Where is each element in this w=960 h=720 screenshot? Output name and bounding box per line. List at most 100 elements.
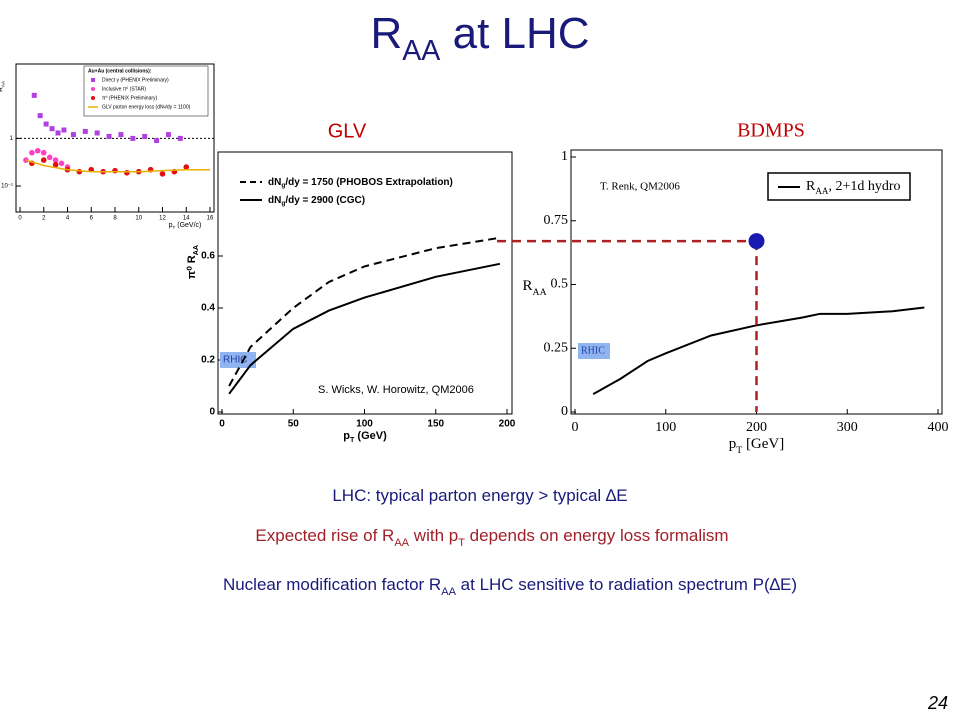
marker <box>37 113 43 119</box>
y-tick-label: 0.25 <box>544 340 569 355</box>
text-part: at LHC sensitive to radiation spectrum P… <box>456 575 797 594</box>
text-part: R <box>806 179 816 194</box>
y-axis-label: RAA <box>0 80 5 92</box>
band-label: RHIC <box>223 355 247 366</box>
curve <box>228 262 501 395</box>
x-tick-label: 150 <box>427 419 444 430</box>
marker <box>124 169 130 176</box>
y-tick-label: 0.6 <box>201 251 215 262</box>
text-part: (GeV) <box>354 430 387 442</box>
marker <box>154 138 160 144</box>
text-part: p <box>343 430 350 442</box>
x-tick-label: 10 <box>135 216 142 222</box>
slide-title: RAA at LHC <box>370 9 589 67</box>
rhic-band <box>578 343 610 359</box>
marker <box>40 149 47 156</box>
annotation: T. Renk, QM2006 <box>600 181 680 193</box>
x-tick-label: 400 <box>928 420 949 435</box>
legend-entry: π⁰ (PHENIX Preliminary) <box>102 95 158 101</box>
y-axis-label: RAA <box>523 278 547 297</box>
text-part: AA <box>192 245 200 255</box>
text-part: π⁰ R <box>186 255 198 279</box>
marker <box>177 135 183 141</box>
y-tick-label: 0 <box>561 404 568 419</box>
text-part: dN <box>268 177 281 188</box>
legend-entry: GLV parton energy loss (dNᵍ/dy = 1100) <box>102 104 191 110</box>
note: LHC: typical parton energy > typical ∆E <box>332 486 627 505</box>
text-part: p <box>169 222 173 229</box>
x-tick-label: 200 <box>746 420 767 435</box>
text-part: T <box>350 436 355 444</box>
marker <box>40 157 47 163</box>
legend-box <box>83 65 209 117</box>
x-tick-label: 0 <box>18 216 22 222</box>
chart: 0 50 100 150 200 0 0.2 0.4 0.6 pT (GeV) π⁰ RAA GLV S… <box>186 120 516 444</box>
marker <box>183 164 190 170</box>
y-tick-label: 0.4 <box>201 303 215 314</box>
text-part: dN <box>268 195 281 206</box>
x-tick-label: 0 <box>219 419 225 430</box>
marker <box>61 127 67 133</box>
text-part: depends on energy loss formalism <box>465 526 729 545</box>
text-part: T <box>458 537 465 549</box>
x-tick-label: 50 <box>288 419 300 430</box>
x-tick-label: 0 <box>572 420 579 435</box>
text-part: with p <box>409 526 458 545</box>
marker <box>35 147 41 154</box>
marker <box>76 168 83 175</box>
plot-frame <box>217 151 513 415</box>
legend-entry: Inclusive π⁰ (STAR) <box>102 86 146 92</box>
marker <box>31 92 37 98</box>
text-part: /dy = 2900 (CGC) <box>285 195 365 206</box>
text-part: Expected rise of R <box>255 526 394 545</box>
x-tick-label: 300 <box>837 420 858 435</box>
marker <box>159 171 166 177</box>
x-tick-label: 200 <box>499 419 516 430</box>
x-tick-label: 4 <box>66 216 70 222</box>
chart-heading: BDMPS <box>737 120 805 142</box>
x-tick-label: 14 <box>183 216 190 222</box>
marker <box>55 130 61 136</box>
text-part: AA <box>402 35 441 67</box>
y-tick-label: 10⁻¹ <box>1 184 13 190</box>
text-part: AA <box>533 287 547 298</box>
text-part: T <box>173 225 176 230</box>
y-tick-label: 1 <box>561 149 568 164</box>
chart-heading: GLV <box>328 120 367 142</box>
text-part: AA <box>0 80 5 87</box>
page-number: 24 <box>927 693 948 713</box>
highlight-point <box>748 233 765 250</box>
marker <box>29 149 35 156</box>
text-part: g <box>281 182 285 189</box>
marker <box>112 167 118 174</box>
text-part: AA <box>441 586 456 598</box>
y-tick-label: 0.5 <box>551 277 569 292</box>
text-part: R <box>0 87 4 92</box>
y-axis-label: π⁰ RAA <box>186 245 200 279</box>
x-tick-label: 12 <box>159 216 166 222</box>
curve <box>25 159 210 173</box>
marker <box>142 133 148 139</box>
legend-swatch <box>91 96 95 100</box>
marker <box>130 135 136 141</box>
legend-entry: dNg/dy = 1750 (PHOBOS Extrapolation) <box>268 177 453 190</box>
note: Expected rise of RAA with pT depends on … <box>255 526 728 548</box>
x-axis-label: pT (GeV/c) <box>169 222 202 230</box>
rhic-band <box>220 352 256 368</box>
marker <box>52 161 59 168</box>
x-tick-label: 100 <box>356 419 373 430</box>
x-tick-label: 100 <box>655 420 676 435</box>
text-part: [GeV] <box>742 436 784 452</box>
text-part: , 2+1d hydro <box>828 179 900 194</box>
y-tick-label: 0 <box>209 407 215 418</box>
marker <box>52 157 59 163</box>
marker <box>82 128 88 134</box>
x-tick-label: 6 <box>90 216 94 222</box>
band-label: RHIC <box>581 345 605 356</box>
marker <box>94 130 100 136</box>
x-tick-label: 2 <box>42 216 46 222</box>
marker <box>70 132 76 138</box>
y-tick-label: 0.2 <box>201 355 215 366</box>
